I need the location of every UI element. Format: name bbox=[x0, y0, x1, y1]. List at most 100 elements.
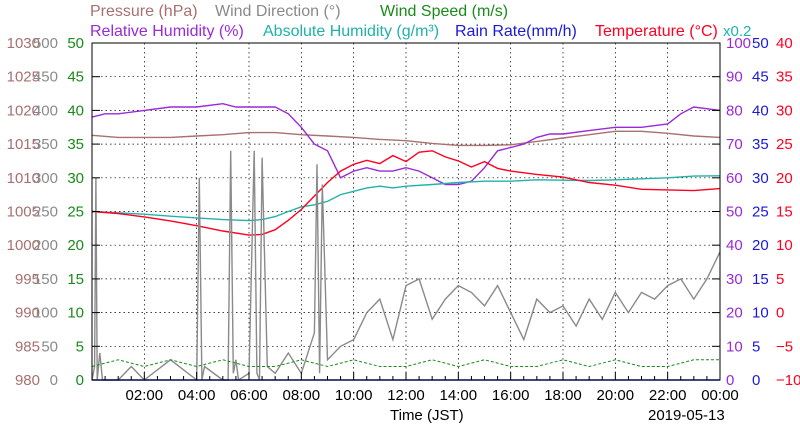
x-tick-label: 02:00 bbox=[126, 387, 164, 404]
y-tick-label-relative-humidity: 20 bbox=[726, 305, 743, 322]
y-tick-label-pressure: 980 bbox=[15, 372, 40, 389]
y-tick-label-relative-humidity: 30 bbox=[726, 271, 743, 288]
y-tick-label-temperature: 25 bbox=[776, 136, 793, 153]
y-tick-label-temperature: 20 bbox=[776, 170, 793, 187]
legend-row1: Pressure (hPa) Wind Direction (°) Wind S… bbox=[90, 3, 508, 20]
y-tick-label-temperature: 35 bbox=[776, 69, 793, 86]
x-tick-label: 06:00 bbox=[230, 387, 268, 404]
legend-wind-speed: Wind Speed (m/s) bbox=[380, 3, 508, 20]
x-tick-label: 20:00 bbox=[597, 387, 635, 404]
y-tick-label-wind-speed: 10 bbox=[67, 305, 84, 322]
x-tick-label: 16:00 bbox=[492, 387, 530, 404]
legend-rain-rate: Rain Rate(mm/h) bbox=[455, 23, 577, 40]
y-tick-label-relative-humidity: 100 bbox=[726, 35, 751, 52]
x-tick-label: 14:00 bbox=[440, 387, 478, 404]
y-tick-label-wind-direction: 500 bbox=[33, 35, 58, 52]
y-tick-label-pressure: 1030 bbox=[7, 35, 40, 52]
y-tick-label-rain-rate: 5 bbox=[752, 338, 760, 355]
y-tick-label-pressure: 990 bbox=[15, 305, 40, 322]
y-tick-label-pressure: 1005 bbox=[7, 204, 40, 221]
y-tick-label-pressure: 985 bbox=[15, 338, 40, 355]
y-tick-label-wind-speed: 0 bbox=[76, 372, 84, 389]
y-tick-label-rain-rate: 0 bbox=[752, 372, 760, 389]
y-tick-label-relative-humidity: 70 bbox=[726, 136, 743, 153]
y-tick-label-pressure: 1000 bbox=[7, 237, 40, 254]
x-tick-label: 04:00 bbox=[178, 387, 216, 404]
y-tick-label-wind-speed: 50 bbox=[67, 35, 84, 52]
y-tick-label-rain-rate: 40 bbox=[752, 102, 769, 119]
y-tick-label-wind-direction: 100 bbox=[33, 305, 58, 322]
y-tick-label-rain-rate: 30 bbox=[752, 170, 769, 187]
legend-wind-direction: Wind Direction (°) bbox=[215, 3, 341, 20]
y-tick-label-wind-direction: 50 bbox=[41, 338, 58, 355]
y-tick-label-wind-direction: 450 bbox=[33, 69, 58, 86]
y-tick-label-wind-speed: 25 bbox=[67, 204, 84, 221]
y-tick-label-rain-rate: 10 bbox=[752, 305, 769, 322]
y-tick-label-temperature: 10 bbox=[776, 237, 793, 254]
y-tick-label-temperature: 15 bbox=[776, 204, 793, 221]
y-tick-label-pressure: 995 bbox=[15, 271, 40, 288]
legend-temperature: Temperature (°C) bbox=[595, 23, 718, 40]
y-tick-label-rain-rate: 15 bbox=[752, 271, 769, 288]
series-line-absolute-humidity-g-m bbox=[91, 175, 721, 222]
y-tick-label-wind-speed: 5 bbox=[76, 338, 84, 355]
x-axis: 02:00 04:00 06:00 08:00 10:00 12:00 14:00 16:00… bbox=[91, 372, 739, 404]
y-tick-label-relative-humidity: 40 bbox=[726, 237, 743, 254]
y-tick-label-wind-direction: 0 bbox=[50, 372, 58, 389]
series-line-wind-speed-m-s bbox=[91, 359, 720, 368]
legend-absolute-humidity: Absolute Humidity (g/m³) bbox=[263, 23, 439, 40]
y-tick-label-relative-humidity: 50 bbox=[726, 204, 743, 221]
x-tick-label: 22:00 bbox=[649, 387, 687, 404]
y-tick-label-wind-direction: 400 bbox=[33, 102, 58, 119]
legend-relative-humidity: Relative Humidity (%) bbox=[90, 23, 244, 40]
y-tick-label-relative-humidity: 90 bbox=[726, 69, 743, 86]
x-tick-label: 10:00 bbox=[335, 387, 373, 404]
date-label: 2019-05-13 bbox=[648, 407, 725, 424]
y-tick-label-relative-humidity: 80 bbox=[726, 102, 743, 119]
y-tick-label-pressure: 1015 bbox=[7, 136, 40, 153]
y-tick-label-temperature: 5 bbox=[776, 271, 784, 288]
x-tick-label: 00:00 bbox=[701, 387, 739, 404]
legend-row2: Relative Humidity (%) Absolute Humidity … bbox=[90, 23, 751, 40]
y-tick-label-rain-rate: 20 bbox=[752, 237, 769, 254]
scale-note: x0.2 bbox=[723, 23, 751, 40]
grid bbox=[92, 43, 720, 380]
y-tick-label-wind-direction: 300 bbox=[33, 170, 58, 187]
y-tick-label-wind-direction: 200 bbox=[33, 237, 58, 254]
y-tick-label-wind-speed: 40 bbox=[67, 102, 84, 119]
x-tick-label: 12:00 bbox=[387, 387, 425, 404]
series-line-wind-direction bbox=[91, 150, 721, 382]
y-tick-label-rain-rate: 50 bbox=[752, 35, 769, 52]
legend-pressure: Pressure (hPa) bbox=[90, 3, 198, 20]
series-line-relative-humidity bbox=[91, 102, 721, 186]
y-tick-label-wind-direction: 350 bbox=[33, 136, 58, 153]
series-line-temperature-c bbox=[91, 150, 721, 236]
y-tick-label-temperature: 40 bbox=[776, 35, 793, 52]
x-axis-label: Time (JST) bbox=[390, 407, 464, 424]
y-tick-label-wind-speed: 15 bbox=[67, 271, 84, 288]
y-tick-label-temperature: −5 bbox=[776, 338, 793, 355]
y-tick-label-wind-speed: 35 bbox=[67, 136, 84, 153]
y-tick-label-relative-humidity: 10 bbox=[726, 338, 743, 355]
y-tick-label-relative-humidity: 0 bbox=[726, 372, 734, 389]
y-tick-label-temperature: 30 bbox=[776, 102, 793, 119]
y-tick-label-wind-direction: 250 bbox=[33, 204, 58, 221]
y-tick-label-wind-direction: 150 bbox=[33, 271, 58, 288]
y-tick-label-temperature: −10 bbox=[776, 372, 800, 389]
y-tick-label-rain-rate: 25 bbox=[752, 204, 769, 221]
x-tick-label: 18:00 bbox=[544, 387, 582, 404]
series-line-pressure-hpa bbox=[91, 130, 721, 147]
y-tick-label-pressure: 1020 bbox=[7, 102, 40, 119]
y-tick-label-relative-humidity: 60 bbox=[726, 170, 743, 187]
y-axes: 9809859909951000100510101015102010251030… bbox=[7, 35, 800, 389]
y-tick-label-rain-rate: 35 bbox=[752, 136, 769, 153]
y-tick-label-wind-speed: 45 bbox=[67, 69, 84, 86]
y-tick-label-wind-speed: 20 bbox=[67, 237, 84, 254]
y-tick-label-pressure: 1010 bbox=[7, 170, 40, 187]
y-tick-label-temperature: 0 bbox=[776, 305, 784, 322]
y-tick-label-pressure: 1025 bbox=[7, 69, 40, 86]
x-tick-label: 08:00 bbox=[283, 387, 321, 404]
y-tick-label-rain-rate: 45 bbox=[752, 69, 769, 86]
y-tick-label-wind-speed: 30 bbox=[67, 170, 84, 187]
